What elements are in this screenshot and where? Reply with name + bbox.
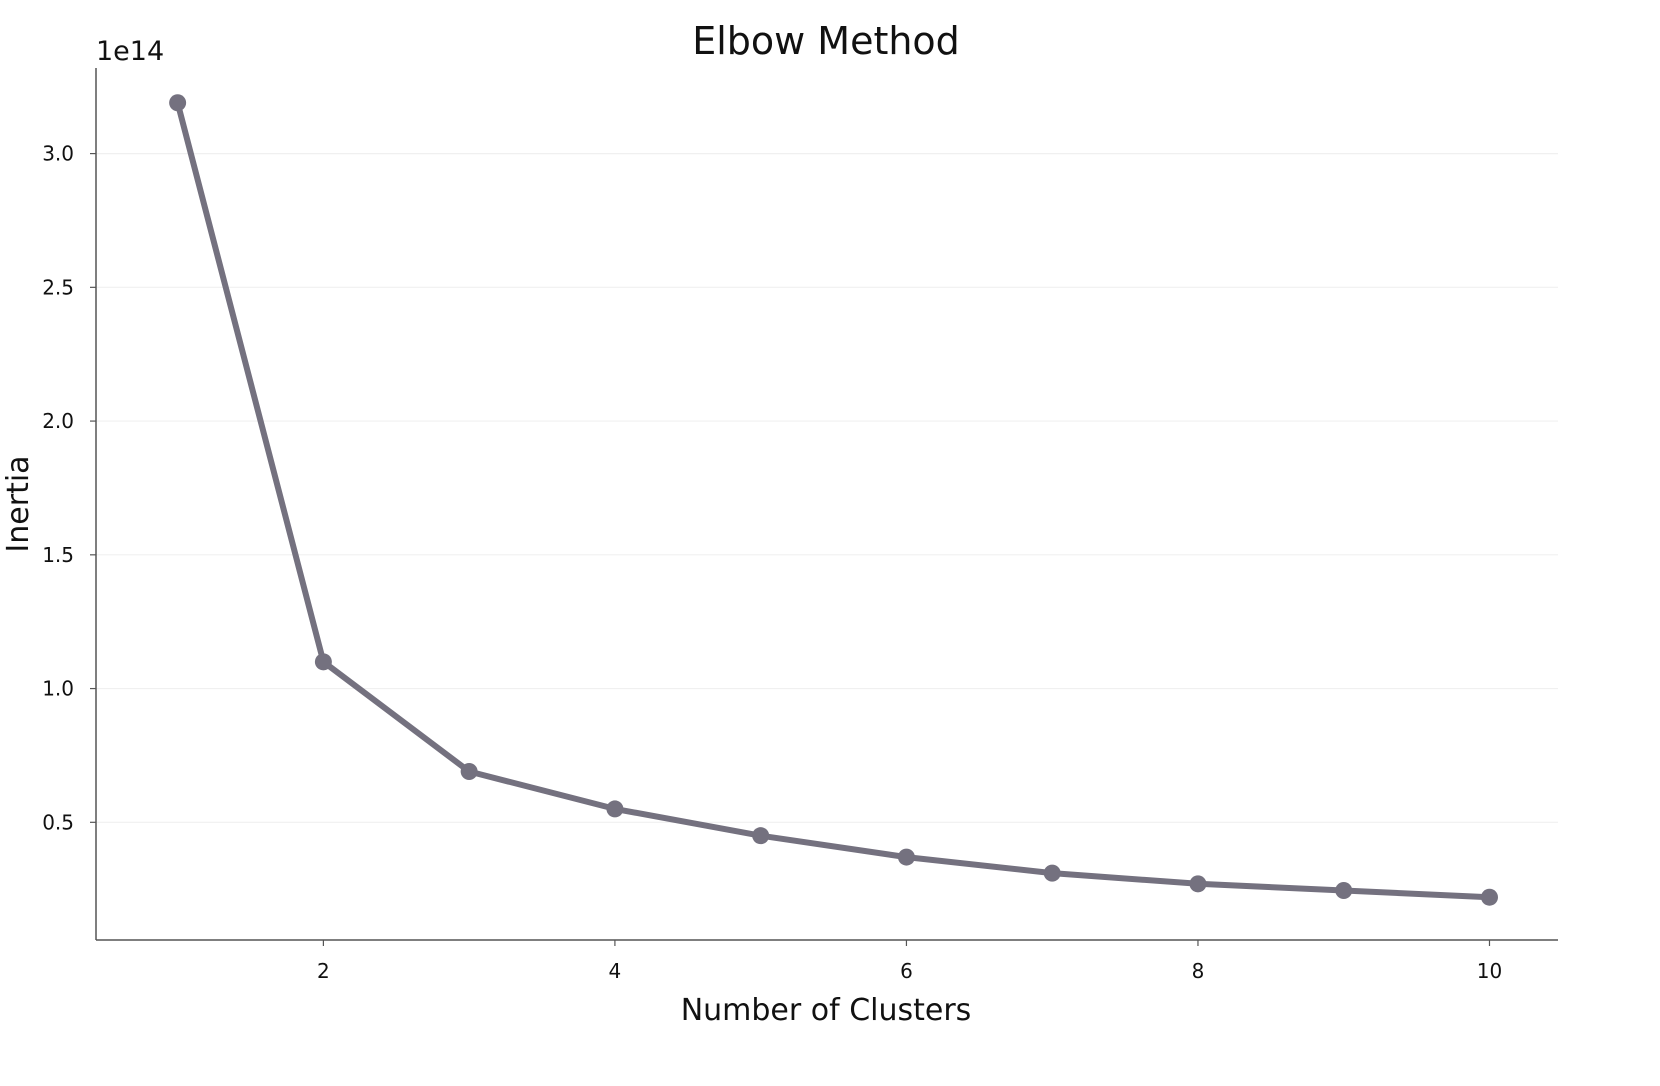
x-tick-label: 4 [609,959,622,983]
data-point [606,800,624,818]
y-tick-label: 1.5 [42,543,74,567]
series-layer [169,94,1498,906]
chart-title: Elbow Method [692,19,960,63]
x-tick-label: 10 [1477,959,1502,983]
y-tick-label: 2.5 [42,275,74,299]
y-axis-label: Inertia [1,455,36,552]
y-tick-label: 2.0 [42,409,74,433]
y-tick-label: 3.0 [42,142,74,166]
y-tick-label: 0.5 [42,810,74,834]
data-point [314,653,332,671]
data-point [1480,888,1498,906]
x-tick-label: 8 [1192,959,1205,983]
x-tick-label: 6 [900,959,913,983]
axes-layer [95,68,1558,941]
grid-layer [96,152,1558,823]
data-point [752,827,770,845]
x-tick-label: 2 [317,959,330,983]
y-ticks: 0.5 1.0 1.5 2.0 2.5 3.0 [42,142,96,834]
data-point [1189,875,1207,893]
x-axis-label: Number of Clusters [681,993,972,1028]
data-point [169,94,187,112]
data-point [1043,864,1061,882]
x-ticks: 2 4 6 8 10 [317,940,1502,983]
data-point [460,762,478,780]
data-point [1335,882,1353,900]
y-axis-offset-label: 1e14 [96,36,164,67]
y-tick-label: 1.0 [42,677,74,701]
series-line [174,99,1493,901]
data-point [897,848,915,866]
